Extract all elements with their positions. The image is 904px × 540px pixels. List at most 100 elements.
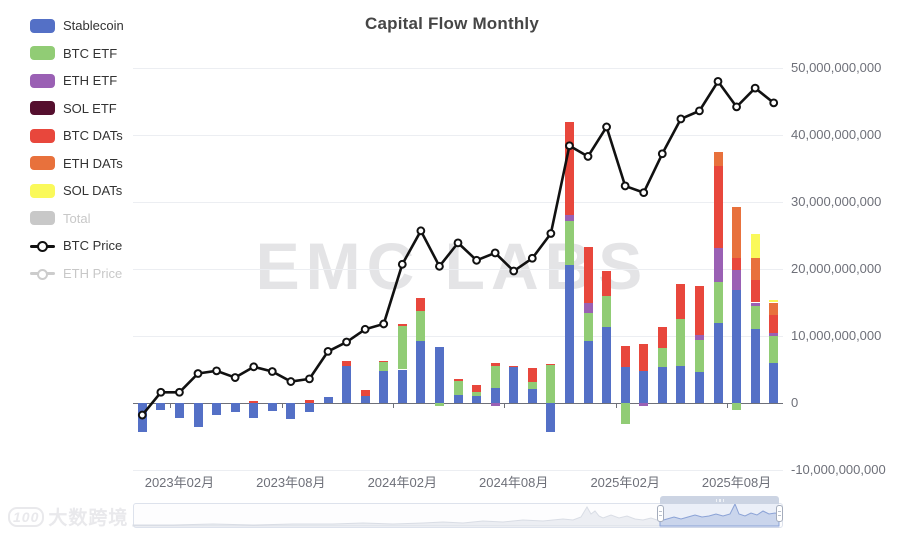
- bar-segment-btc_etf[interactable]: [453, 380, 463, 395]
- bar-segment-btc_etf[interactable]: [379, 362, 389, 371]
- bar-segment-eth_dats[interactable]: [713, 151, 723, 166]
- bar-segment-stablecoin[interactable]: [379, 370, 389, 403]
- legend-item-total[interactable]: Total: [30, 205, 124, 233]
- bar-segment-eth_etf[interactable]: [750, 302, 760, 306]
- legend-item-eth-etf[interactable]: ETH ETF: [30, 67, 124, 95]
- bar-segment-stablecoin[interactable]: [639, 370, 649, 403]
- navigator-right-handle[interactable]: [775, 505, 783, 522]
- bar-segment-btc_etf[interactable]: [416, 310, 426, 342]
- legend-item-eth-price[interactable]: ETH Price: [30, 260, 124, 288]
- bar-segment-stablecoin[interactable]: [249, 403, 259, 419]
- bar-segment-btc_dats[interactable]: [527, 368, 537, 382]
- bar-segment-stablecoin[interactable]: [342, 366, 352, 403]
- bar-segment-stablecoin[interactable]: [416, 341, 426, 403]
- bar-segment-btc_dats[interactable]: [546, 364, 556, 366]
- bar-segment-stablecoin[interactable]: [472, 396, 482, 403]
- bar-segment-btc_etf[interactable]: [732, 403, 742, 411]
- bar-segment-stablecoin[interactable]: [286, 403, 296, 420]
- bar-segment-btc_dats[interactable]: [379, 360, 389, 363]
- bar-segment-stablecoin[interactable]: [304, 403, 314, 413]
- legend-item-btc-price[interactable]: BTC Price: [30, 232, 124, 260]
- bar-segment-stablecoin[interactable]: [212, 403, 222, 416]
- bar-segment-stablecoin[interactable]: [490, 388, 500, 403]
- bar-segment-stablecoin[interactable]: [564, 264, 574, 403]
- bar-segment-btc_etf[interactable]: [657, 348, 667, 368]
- bar-segment-btc_dats[interactable]: [453, 378, 463, 381]
- legend-item-stablecoin[interactable]: Stablecoin: [30, 12, 124, 40]
- bar-segment-btc_dats[interactable]: [490, 363, 500, 367]
- bar-segment-btc_dats[interactable]: [397, 323, 407, 326]
- bar-segment-stablecoin[interactable]: [732, 290, 742, 403]
- bar-segment-stablecoin[interactable]: [230, 403, 240, 412]
- bar-segment-btc_dats[interactable]: [657, 327, 667, 349]
- legend-item-btc-etf[interactable]: BTC ETF: [30, 40, 124, 68]
- bar-segment-btc_dats[interactable]: [249, 400, 259, 403]
- bar-segment-btc_dats[interactable]: [360, 389, 370, 396]
- legend-item-eth-dats[interactable]: ETH DATs: [30, 150, 124, 178]
- bar-segment-eth_dats[interactable]: [732, 206, 742, 259]
- bar-segment-btc_dats[interactable]: [713, 165, 723, 249]
- bar-segment-stablecoin[interactable]: [360, 395, 370, 403]
- bar-segment-btc_dats[interactable]: [732, 258, 742, 270]
- bar-segment-btc_etf[interactable]: [472, 391, 482, 397]
- bar-segment-btc_etf[interactable]: [694, 340, 704, 373]
- bar-segment-eth_dats[interactable]: [750, 257, 760, 280]
- bar-segment-btc_dats[interactable]: [583, 246, 593, 304]
- bar-segment-sol_dats[interactable]: [750, 234, 760, 258]
- legend-item-btc-dats[interactable]: BTC DATs: [30, 122, 124, 150]
- bar-segment-stablecoin[interactable]: [397, 369, 407, 403]
- bar-segment-stablecoin[interactable]: [620, 367, 630, 403]
- bar-segment-btc_dats[interactable]: [416, 297, 426, 311]
- bar-segment-btc_dats[interactable]: [769, 315, 779, 334]
- bar-segment-btc_dats[interactable]: [304, 400, 314, 403]
- bar-segment-eth_etf[interactable]: [490, 403, 500, 407]
- bar-segment-btc_etf[interactable]: [713, 282, 723, 323]
- bar-segment-btc_dats[interactable]: [750, 279, 760, 303]
- bar-segment-btc_dats[interactable]: [694, 285, 704, 336]
- bar-segment-btc_etf[interactable]: [769, 336, 779, 363]
- bar-segment-btc_dats[interactable]: [472, 385, 482, 392]
- bar-segment-stablecoin[interactable]: [453, 394, 463, 403]
- bar-segment-eth_etf[interactable]: [583, 303, 593, 314]
- bar-segment-stablecoin[interactable]: [694, 372, 704, 403]
- bar-segment-btc_dats[interactable]: [602, 271, 612, 297]
- bar-segment-stablecoin[interactable]: [713, 322, 723, 403]
- bar-segment-eth_etf[interactable]: [713, 248, 723, 283]
- navigator-selected-range[interactable]: [660, 503, 780, 528]
- bar-segment-sol_dats[interactable]: [769, 300, 779, 303]
- bar-segment-eth_etf[interactable]: [769, 333, 779, 336]
- bar-segment-eth_etf[interactable]: [639, 403, 649, 406]
- bar-segment-stablecoin[interactable]: [193, 403, 203, 428]
- bar-segment-btc_dats[interactable]: [639, 344, 649, 371]
- bar-segment-stablecoin[interactable]: [676, 366, 686, 403]
- bar-segment-btc_etf[interactable]: [546, 365, 556, 403]
- legend-item-sol-dats[interactable]: SOL DATs: [30, 177, 124, 205]
- bar-segment-btc_etf[interactable]: [602, 296, 612, 328]
- bar-segment-stablecoin[interactable]: [546, 403, 556, 432]
- bar-segment-stablecoin[interactable]: [174, 403, 184, 419]
- bar-segment-btc_etf[interactable]: [397, 325, 407, 370]
- navigator-left-handle[interactable]: [656, 505, 664, 522]
- bar-segment-btc_etf[interactable]: [620, 403, 630, 425]
- bar-segment-btc_dats[interactable]: [620, 346, 630, 368]
- bar-segment-stablecoin[interactable]: [509, 367, 519, 403]
- bar-segment-stablecoin[interactable]: [527, 388, 537, 403]
- bar-segment-btc_etf[interactable]: [750, 305, 760, 330]
- bar-segment-btc_etf[interactable]: [434, 403, 444, 407]
- bar-segment-btc_dats[interactable]: [676, 284, 686, 320]
- bar-segment-btc_etf[interactable]: [564, 221, 574, 265]
- bar-segment-stablecoin[interactable]: [267, 403, 277, 412]
- bar-segment-stablecoin[interactable]: [602, 327, 612, 403]
- bar-segment-stablecoin[interactable]: [750, 329, 760, 403]
- bar-segment-stablecoin[interactable]: [434, 347, 444, 403]
- bar-segment-eth_etf[interactable]: [694, 335, 704, 341]
- legend-item-sol-etf[interactable]: SOL ETF: [30, 95, 124, 123]
- bar-segment-stablecoin[interactable]: [156, 403, 166, 410]
- bar-segment-stablecoin[interactable]: [657, 367, 667, 403]
- navigator-track[interactable]: [133, 503, 783, 528]
- bar-segment-eth_dats[interactable]: [769, 302, 779, 316]
- bar-segment-btc_dats[interactable]: [342, 361, 352, 367]
- bar-segment-stablecoin[interactable]: [769, 362, 779, 403]
- bar-segment-btc_etf[interactable]: [527, 381, 537, 389]
- bar-segment-btc_etf[interactable]: [676, 319, 686, 367]
